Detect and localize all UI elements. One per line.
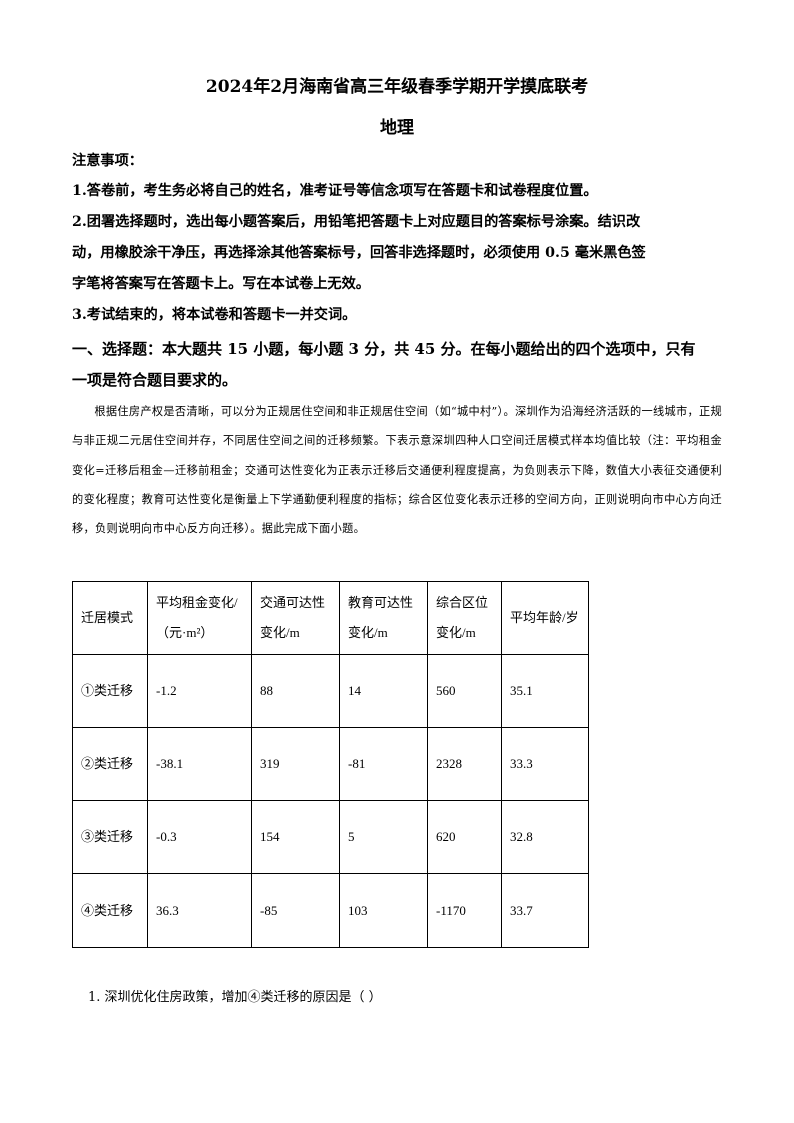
table-cell: -0.3 [147,800,252,874]
table-cell: 14 [339,654,428,728]
subject-title: 地理 [380,118,414,138]
table-row: ④类迁移 36.3 -85 103 -1170 33.7 [72,873,589,948]
table-cell: ②类迁移 [72,727,148,801]
table-cell: 560 [427,654,502,728]
table-cell: ①类迁移 [72,654,148,728]
table-header: 交通可达性变化/m [251,581,340,655]
question-1: 1. 深圳优化住房政策，增加④类迁移的原因是（ ） [88,990,382,1005]
table-row: ③类迁移 -0.3 154 5 620 32.8 [72,800,589,874]
table-cell: 2328 [427,727,502,801]
table-cell: 35.1 [501,654,589,728]
exam-title: 2024年2月海南省高三年级春季学期开学摸底联考 [205,77,589,97]
table-cell: 103 [339,873,428,948]
table-header: 教育可达性变化/m [339,581,428,655]
table-cell: 33.3 [501,727,589,801]
table-cell: 620 [427,800,502,874]
table-header: 平均年龄/岁 [501,581,589,655]
table-cell: -38.1 [147,727,252,801]
notes-heading: 注意事项： [72,153,143,169]
table-cell: 36.3 [147,873,252,948]
table-header: 综合区位变化/m [427,581,502,655]
table-cell: 154 [251,800,340,874]
note-line: 2.团署选择题时，选出每小题答案后，用铅笔把答题卡上对应题目的答案标号涂案。结识… [72,214,641,230]
table-row: ①类迁移 -1.2 88 14 560 35.1 [72,654,589,728]
note-line: 字笔将答案写在答题卡上。写在本试卷上无效。 [72,276,370,292]
section-heading: 一项是符合题目要求的。 [72,371,238,389]
table-header: 迁居模式 [72,581,148,655]
table-header-row: 迁居模式 平均租金变化/（元·m²） 交通可达性变化/m 教育可达性变化/m 综… [72,581,589,655]
table-cell: -1.2 [147,654,252,728]
section-heading: 一、选择题：本大题共 15 小题，每小题 3 分，共 45 分。在每小题给出的四… [72,340,696,358]
table-cell: -85 [251,873,340,948]
table-cell: 33.7 [501,873,589,948]
table-cell: -1170 [427,873,502,948]
table-cell: ④类迁移 [72,873,148,948]
migration-table: 迁居模式 平均租金变化/（元·m²） 交通可达性变化/m 教育可达性变化/m 综… [72,581,589,948]
table-header: 平均租金变化/（元·m²） [147,581,252,655]
passage: 根据住房产权是否清晰，可以分为正规居住空间和非正规居住空间（如“城中村”）。深圳… [72,405,722,536]
table-cell: ③类迁移 [72,800,148,874]
table-cell: 319 [251,727,340,801]
table-cell: 5 [339,800,428,874]
table-cell: 32.8 [501,800,589,874]
table-cell: 88 [251,654,340,728]
note-line: 3.考试结束的，将本试卷和答题卡一并交词。 [72,307,357,323]
table-row: ②类迁移 -38.1 319 -81 2328 33.3 [72,727,589,801]
note-line: 动，用橡胶涂干净压，再选择涂其他答案标号，回答非选择题时，必须使用 0.5 毫米… [72,245,646,261]
note-line: 1.答卷前，考生务必将自己的姓名，准考证号等信念项写在答题卡和试卷程度位置。 [72,183,598,199]
table-cell: -81 [339,727,428,801]
